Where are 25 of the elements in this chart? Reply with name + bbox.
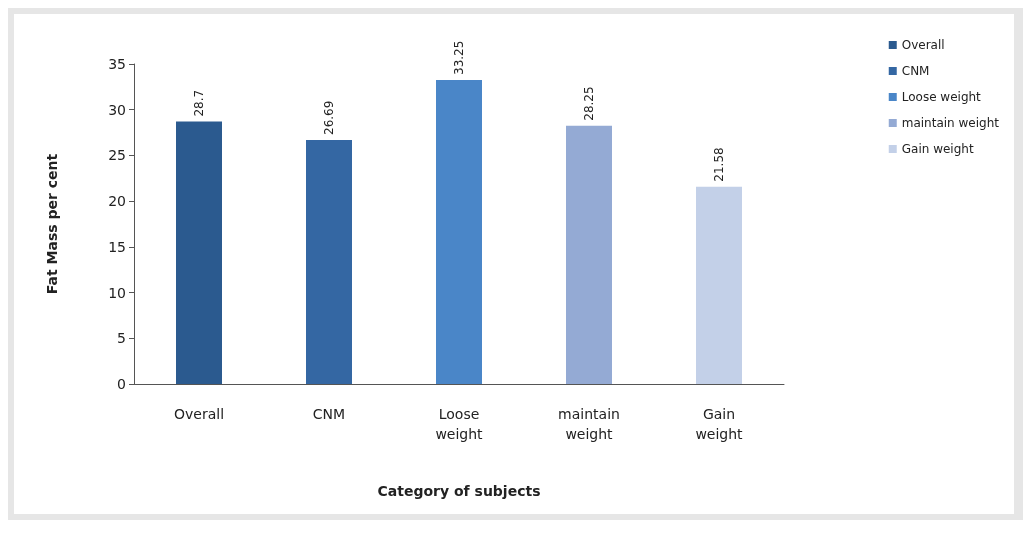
x-tick-label: Gain weight: [695, 406, 744, 442]
data-label: 26.69: [322, 100, 336, 135]
x-tick-label: Overall: [173, 406, 225, 422]
legend-label: Gain weight: [901, 142, 974, 156]
data-label: 28.25: [582, 86, 596, 121]
y-tick-label: 10: [108, 284, 126, 301]
y-tick-label: 0: [117, 376, 126, 392]
legend-label: CNM: [901, 64, 930, 78]
y-tick-label: 25: [108, 147, 126, 164]
x-tick-label: maintain weight: [558, 406, 620, 442]
y-tick-label: 20: [108, 193, 126, 210]
y-axis-title: Fat Mass per cent: [44, 153, 60, 295]
y-tick-label: 30: [108, 101, 126, 118]
x-axis-title: Category of subjects: [377, 483, 541, 499]
y-tick-label: 15: [108, 238, 126, 255]
data-label: 28.7: [192, 89, 206, 117]
data-label: 33.25: [452, 40, 466, 75]
legend-label: Overall: [901, 38, 945, 52]
legend-label: Loose weight: [901, 90, 982, 104]
legend-label: maintain weight: [901, 116, 1000, 130]
data-label: 21.58: [712, 147, 726, 182]
y-tick-label: 5: [117, 330, 126, 347]
y-tick-label: 35: [108, 56, 126, 72]
x-tick-label: CNM: [312, 406, 346, 422]
x-tick-label: Loose weight: [435, 406, 484, 442]
